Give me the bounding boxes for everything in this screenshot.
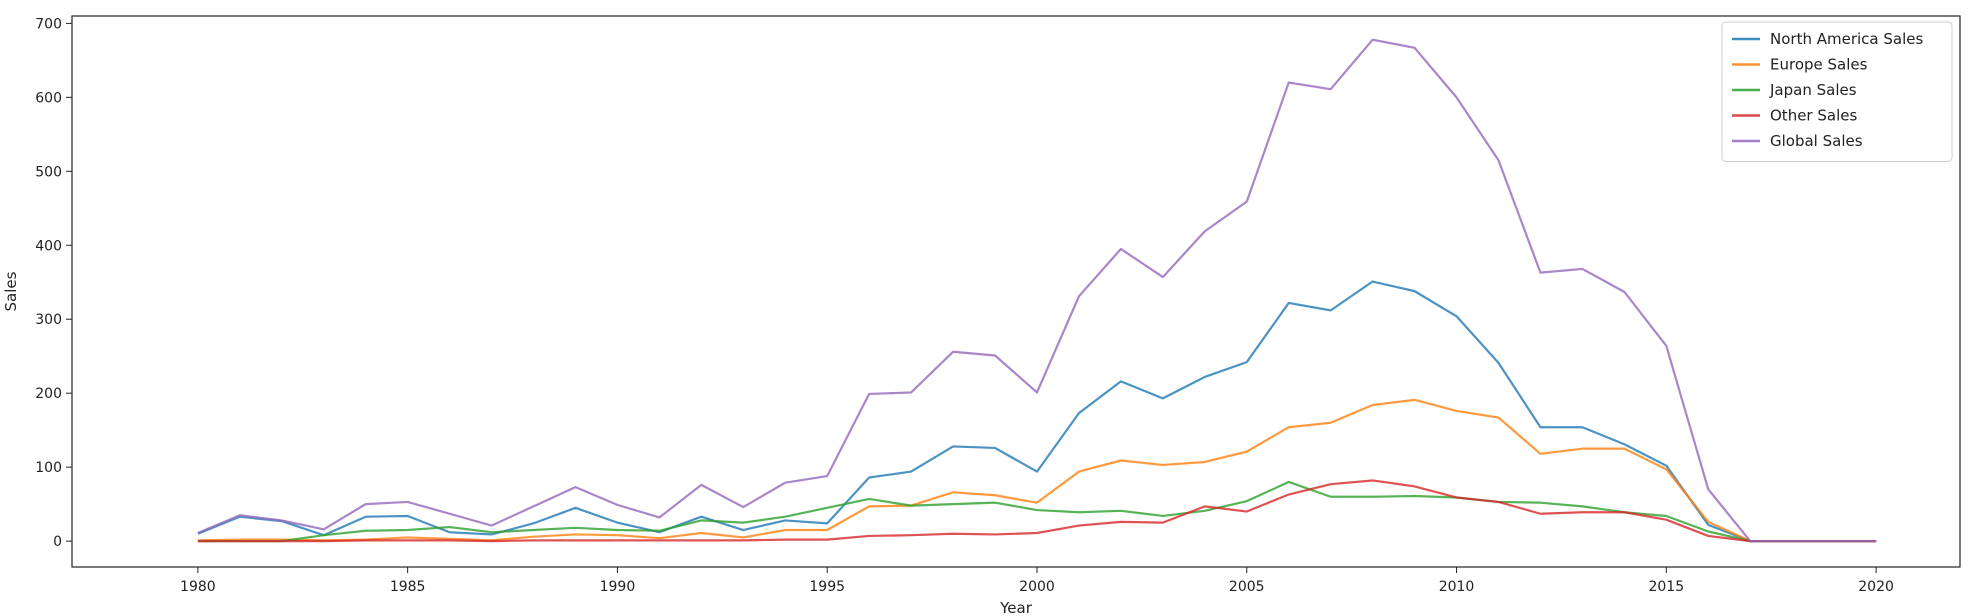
axis-ticks: 1980 1985 1990 1995 2000 2005 2010 2015 2020 0 100… xyxy=(35,16,1894,595)
x-axis-label: Year xyxy=(999,599,1033,616)
x-tick-label: 2010 xyxy=(1439,579,1475,595)
x-tick-label: 2020 xyxy=(1858,579,1894,595)
y-tick-label: 500 xyxy=(35,164,62,180)
y-tick-label: 300 xyxy=(35,312,62,328)
legend-box xyxy=(1721,21,1953,162)
x-tick-label: 1995 xyxy=(809,579,845,595)
legend-label: Global Sales xyxy=(1770,132,1863,150)
y-tick-label: 400 xyxy=(35,238,62,254)
y-tick-label: 200 xyxy=(35,386,62,402)
y-tick-label: 100 xyxy=(35,460,62,476)
y-tick-label: 700 xyxy=(35,16,62,32)
x-tick-label: 2005 xyxy=(1229,579,1265,595)
y-tick-label: 0 xyxy=(53,534,62,550)
x-tick-label: 2000 xyxy=(1019,579,1055,595)
series-lines xyxy=(197,38,1877,543)
series-line-3 xyxy=(197,479,1877,543)
series-line-4 xyxy=(197,38,1877,543)
legend-label: North America Sales xyxy=(1770,30,1923,48)
legend-label: Europe Sales xyxy=(1770,56,1868,74)
x-tick-label: 1990 xyxy=(600,579,636,595)
legend-label: Japan Sales xyxy=(1769,81,1857,99)
y-tick-label: 600 xyxy=(35,90,62,106)
x-tick-label: 1980 xyxy=(180,579,216,595)
series-line-2 xyxy=(197,480,1877,543)
legend-label: Other Sales xyxy=(1770,107,1857,125)
legend: North America Sales Europe Sales Japan Sal… xyxy=(1721,21,1953,162)
plot-frame xyxy=(71,15,1961,568)
x-tick-label: 2015 xyxy=(1648,579,1684,595)
x-tick-label: 1985 xyxy=(390,579,426,595)
y-axis-label: Sales xyxy=(2,271,20,311)
series-line-0 xyxy=(197,280,1877,543)
